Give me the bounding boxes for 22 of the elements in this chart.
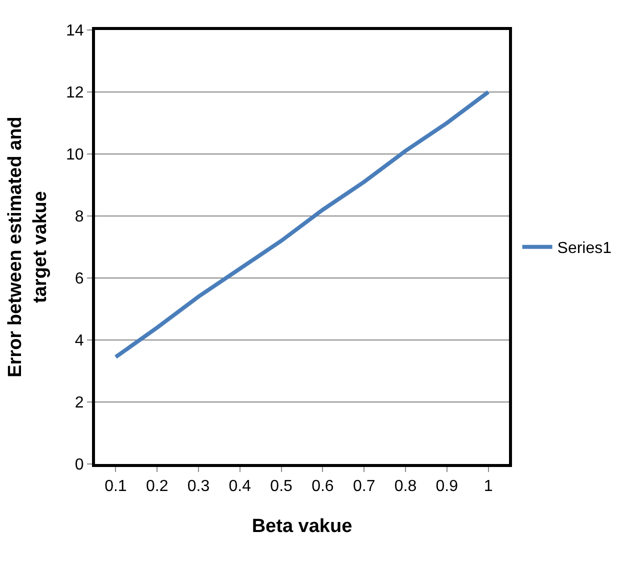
x-tick-label: 1 <box>484 478 493 496</box>
x-tick-label: 0.2 <box>146 478 168 496</box>
x-tick-label: 0.9 <box>436 478 458 496</box>
line-series <box>114 90 490 360</box>
y-tick-label: 14 <box>66 22 84 40</box>
x-tick-label: 0.7 <box>352 478 376 496</box>
legend-label: Series1 <box>557 240 612 258</box>
y-tick-label: 12 <box>66 84 84 102</box>
y-tick-label: 10 <box>66 146 84 164</box>
x-axis-title: Beta vakue <box>252 516 352 537</box>
x-tick-label: 0.3 <box>187 478 210 496</box>
y-tick-label: 6 <box>74 270 84 288</box>
x-tick-label: 0.6 <box>312 478 334 496</box>
x-tick-label: 0.4 <box>228 478 252 496</box>
x-tick-label: 0.1 <box>104 478 127 496</box>
x-tick-label: 0.5 <box>270 478 293 496</box>
y-tick-label: 0 <box>74 456 84 474</box>
y-tick-label: 4 <box>74 332 84 350</box>
y-axis-title: Error between estimated and target vakue <box>5 116 51 378</box>
x-tick-label: 0.8 <box>394 478 417 496</box>
y-tick-label: 2 <box>74 394 84 412</box>
y-tick-label: 8 <box>74 208 84 226</box>
